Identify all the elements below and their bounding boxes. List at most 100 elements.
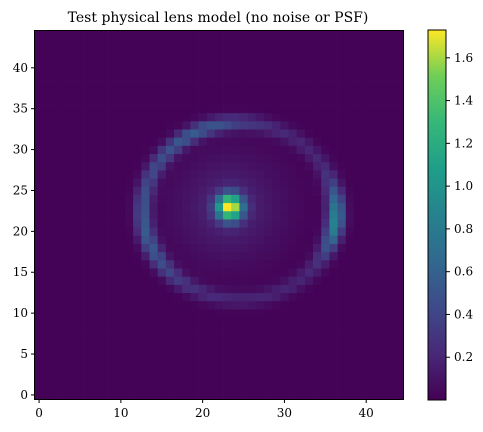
heatmap-cell: [124, 202, 134, 212]
heatmap-cell: [51, 292, 60, 302]
heatmap-cell: [35, 210, 44, 220]
heatmap-cell: [133, 145, 142, 155]
heatmap-cell: [149, 170, 159, 179]
heatmap-cell: [223, 145, 232, 155]
heatmap-cell: [59, 55, 69, 65]
heatmap-cell: [165, 63, 175, 73]
heatmap-cell: [247, 210, 257, 220]
heatmap-cell: [313, 300, 322, 310]
heatmap-cell: [263, 210, 273, 220]
heatmap-cell: [304, 341, 314, 351]
heatmap-cell: [190, 153, 199, 163]
heatmap-cell: [313, 137, 322, 146]
heatmap-cell: [35, 88, 44, 97]
heatmap-cell: [329, 333, 338, 343]
heatmap-cell: [263, 374, 273, 383]
heatmap-cell: [329, 137, 338, 146]
heatmap-cell: [353, 194, 363, 204]
heatmap-cell: [223, 284, 232, 294]
heatmap-cell: [337, 325, 347, 334]
heatmap-cell: [370, 161, 379, 171]
heatmap-cell: [157, 202, 167, 212]
heatmap-cell: [67, 47, 77, 56]
heatmap-cell: [108, 178, 118, 187]
heatmap-cell: [174, 31, 183, 40]
heatmap-cell: [255, 251, 265, 261]
heatmap-cell: [190, 366, 199, 375]
heatmap-cell: [239, 202, 248, 212]
heatmap-cell: [100, 349, 109, 359]
heatmap-cell: [337, 333, 347, 343]
heatmap-cell: [116, 96, 126, 105]
heatmap-cell: [133, 129, 142, 138]
heatmap-cell: [263, 186, 273, 195]
heatmap-cell: [84, 390, 93, 400]
heatmap-cell: [141, 129, 150, 138]
heatmap-cell: [149, 96, 159, 105]
heatmap-cell: [157, 153, 167, 163]
heatmap-cell: [182, 63, 191, 73]
heatmap-cell: [174, 235, 183, 244]
heatmap-cell: [149, 153, 159, 163]
heatmap-cell: [370, 63, 379, 73]
heatmap-cell: [133, 284, 142, 294]
heatmap-cell: [133, 341, 142, 351]
heatmap-cell: [247, 243, 257, 253]
heatmap-cell: [394, 300, 404, 310]
heatmap-cell: [35, 349, 44, 359]
heatmap-cell: [263, 333, 273, 343]
heatmap-cell: [133, 39, 142, 48]
heatmap-cell: [182, 129, 191, 138]
heatmap-cell: [124, 194, 134, 204]
heatmap-cell: [141, 251, 150, 261]
heatmap-cell: [182, 47, 191, 56]
heatmap-cell: [288, 382, 298, 392]
heatmap-cell: [321, 235, 330, 244]
heatmap-cell: [84, 129, 93, 138]
heatmap-cell: [280, 317, 289, 326]
heatmap-cell: [157, 366, 167, 375]
heatmap-cell: [149, 284, 159, 294]
heatmap-cell: [182, 382, 191, 392]
heatmap-cell: [35, 137, 44, 146]
heatmap-cell: [108, 47, 118, 56]
heatmap-cell: [378, 202, 387, 212]
heatmap-cell: [116, 194, 126, 204]
heatmap-cell: [51, 63, 60, 73]
heatmap-cell: [124, 71, 134, 81]
heatmap-cell: [92, 153, 101, 163]
heatmap-cell: [272, 202, 281, 212]
heatmap-cell: [263, 202, 273, 212]
heatmap-cell: [174, 317, 183, 326]
heatmap-cell: [206, 382, 216, 392]
heatmap-cell: [214, 170, 224, 179]
heatmap-cell: [370, 219, 379, 228]
heatmap-cell: [133, 112, 142, 122]
heatmap-cell: [51, 325, 60, 334]
heatmap-cell: [116, 235, 126, 244]
heatmap-cell: [190, 31, 199, 40]
heatmap-cell: [35, 129, 44, 138]
heatmap-cell: [362, 276, 371, 285]
heatmap-cell: [206, 31, 216, 40]
heatmap-cell: [35, 227, 44, 236]
heatmap-cell: [263, 194, 273, 204]
heatmap-cell: [362, 374, 371, 383]
heatmap-cell: [174, 219, 183, 228]
heatmap-cell: [362, 161, 371, 171]
heatmap-cell: [337, 390, 347, 400]
heatmap-cell: [214, 268, 224, 277]
heatmap-cell: [84, 120, 93, 130]
heatmap-cell: [43, 153, 52, 163]
heatmap-cell: [329, 251, 338, 261]
heatmap-cell: [75, 47, 85, 56]
heatmap-cell: [296, 63, 306, 73]
heatmap-cell: [313, 227, 322, 236]
heatmap-cell: [296, 104, 306, 114]
heatmap-cell: [263, 382, 273, 392]
heatmap-cell: [386, 194, 396, 204]
heatmap-cell: [304, 219, 314, 228]
heatmap-cell: [157, 227, 167, 236]
heatmap-cell: [255, 96, 265, 105]
heatmap-cell: [247, 366, 257, 375]
